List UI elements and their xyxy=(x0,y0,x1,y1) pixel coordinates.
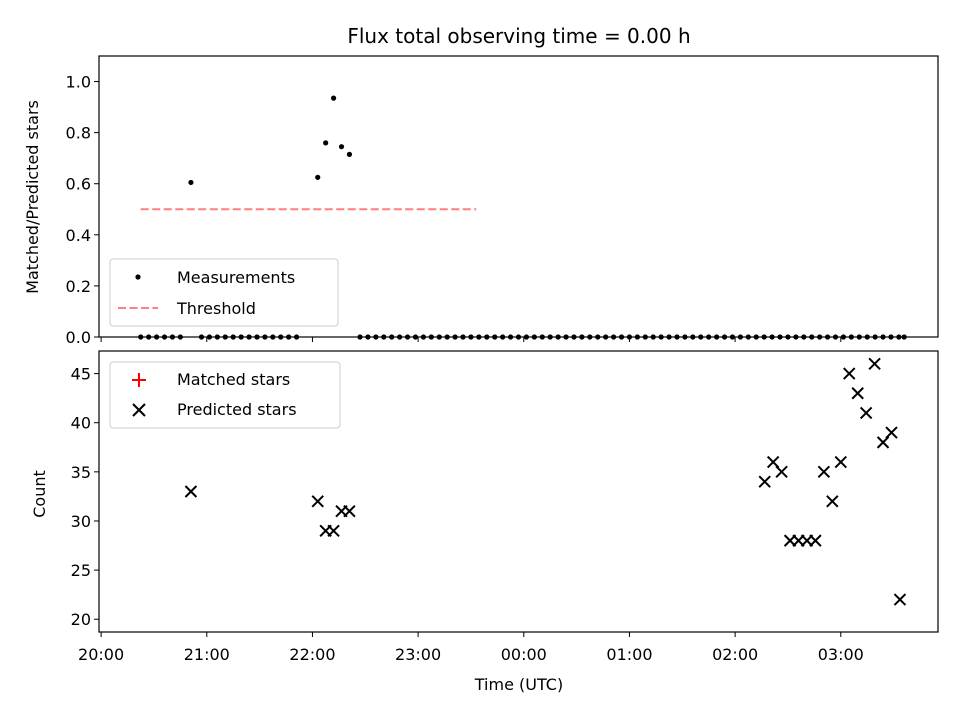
matched-legend-label: Matched stars xyxy=(177,370,290,389)
measurement-point xyxy=(330,95,337,101)
ratio-axes-frame xyxy=(98,55,939,338)
count-x-tick-label: 01:00 xyxy=(606,645,652,664)
count-axes-frame xyxy=(98,350,939,633)
ratio-legend: Measurements Threshold xyxy=(109,258,339,327)
predicted-star-point xyxy=(809,534,822,547)
count-x-tick-label: 23:00 xyxy=(395,645,441,664)
predicted-star-point xyxy=(893,593,907,606)
matched-legend-marker xyxy=(132,373,146,387)
count-x-tick-label: 02:00 xyxy=(712,645,758,664)
predicted-star-point xyxy=(327,524,340,538)
count-x-tick-label: 20:00 xyxy=(78,645,124,664)
count-marks xyxy=(184,357,907,606)
ratio-y-axis-label: Matched/Predicted stars xyxy=(23,100,42,294)
predicted-star-point xyxy=(826,495,839,508)
count-y-tick-label: 30 xyxy=(71,512,91,531)
count-y-axis: 20 25 30 35 40 45 xyxy=(71,365,99,629)
count-panel: 20 25 30 35 40 45 20:00 21:00 22:00 23:00 00:00 01… xyxy=(30,350,939,694)
measurement-point xyxy=(188,179,194,186)
ratio-legend-box xyxy=(109,258,339,327)
predicted-star-point xyxy=(843,367,856,380)
measurements-legend-marker xyxy=(135,274,141,280)
threshold-legend-label: Threshold xyxy=(176,299,256,318)
predicted-legend-label: Predicted stars xyxy=(177,400,297,419)
count-y-tick-label: 35 xyxy=(71,463,91,482)
chart-title: Flux total observing time = 0.00 h xyxy=(347,24,690,48)
predicted-legend-marker xyxy=(132,403,146,417)
ratio-y-tick-label: 1.0 xyxy=(66,73,91,92)
ratio-y-tick-label: 0.4 xyxy=(66,226,91,245)
ratio-x-ticks xyxy=(100,337,842,342)
ratio-y-tick-label: 0.0 xyxy=(66,328,91,347)
predicted-star-point xyxy=(184,485,198,498)
measurements-legend-label: Measurements xyxy=(177,268,295,287)
predicted-star-point xyxy=(859,406,873,420)
predicted-star-point xyxy=(775,465,788,479)
ratio-y-tick-label: 0.8 xyxy=(66,124,91,143)
predicted-star-point xyxy=(758,475,771,488)
count-legend-box xyxy=(109,361,341,429)
count-y-tick-label: 45 xyxy=(71,365,91,384)
count-legend: Matched stars Predicted stars xyxy=(109,361,341,429)
ratio-y-axis: 0.0 0.2 0.4 0.6 0.8 1.0 xyxy=(66,73,99,347)
measurement-point xyxy=(338,144,345,150)
ratio-y-tick-label: 0.2 xyxy=(66,277,91,296)
count-x-axis: 20:00 21:00 22:00 23:00 00:00 01:00 02:00 03:00 xyxy=(78,632,864,664)
predicted-star-point xyxy=(834,455,847,469)
ratio-y-tick-label: 0.6 xyxy=(66,175,91,194)
count-y-axis-label: Count xyxy=(30,470,49,518)
measurement-point xyxy=(346,151,353,157)
count-x-tick-label: 00:00 xyxy=(501,645,547,664)
count-x-tick-label: 22:00 xyxy=(289,645,335,664)
predicted-star-point xyxy=(343,504,356,518)
count-y-tick-label: 40 xyxy=(71,414,91,433)
predicted-star-point xyxy=(817,465,831,479)
count-y-tick-label: 25 xyxy=(71,561,91,580)
measurement-point xyxy=(315,174,321,180)
measurement-point xyxy=(323,140,329,146)
predicted-star-point xyxy=(311,495,324,508)
ratio-panel: 0.0 0.2 0.4 0.6 0.8 1.0 Matched/Predicted sta… xyxy=(23,55,939,347)
count-y-tick-label: 20 xyxy=(71,610,91,629)
count-x-tick-label: 03:00 xyxy=(818,645,864,664)
predicted-star-point xyxy=(885,426,898,439)
count-x-tick-label: 21:00 xyxy=(184,645,230,664)
count-x-axis-label: Time (UTC) xyxy=(474,675,563,694)
predicted-star-point xyxy=(868,357,881,370)
predicted-star-point xyxy=(851,387,864,400)
